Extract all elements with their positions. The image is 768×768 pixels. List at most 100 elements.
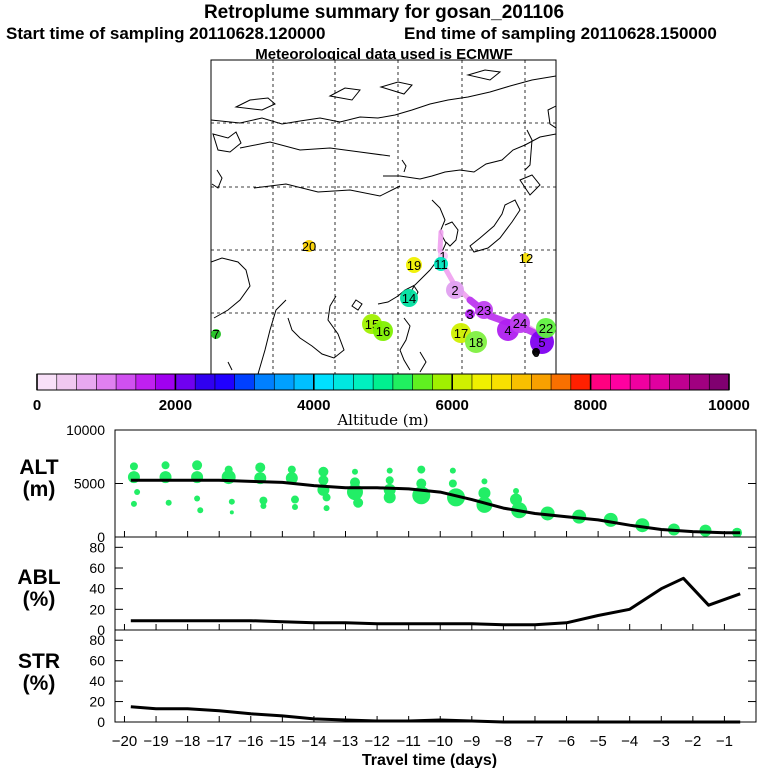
colorbar-swatch: [274, 374, 295, 390]
colorbar-swatch: [135, 374, 157, 390]
alt-series-line: [130, 478, 741, 535]
alt-scatter-point: [161, 461, 170, 470]
plume-label-11: 11: [434, 257, 448, 272]
colorbar-swatch: [630, 374, 651, 390]
alt-scatter-point: [323, 505, 330, 512]
colorbar-swatch: [96, 374, 117, 390]
str-label-name: STR: [18, 650, 60, 673]
colorbar-swatch: [175, 374, 196, 390]
alt-scatter-point: [385, 476, 394, 485]
colorbar-swatch: [234, 374, 255, 390]
abl-ytick-label: 60: [89, 560, 105, 576]
str-ytick-label: 80: [89, 632, 105, 648]
plume-dot-2: [446, 281, 464, 299]
x-tick-label: −6: [558, 733, 575, 750]
plume-label-7: 7: [212, 327, 219, 342]
plume-dot-14: [400, 289, 418, 307]
alt-ytick-label: 0: [97, 529, 105, 545]
abl-frame: [114, 536, 757, 631]
str-panel-label: STR (%): [9, 651, 69, 695]
map-gridlines: [211, 60, 556, 374]
colorbar-swatch: [195, 374, 216, 390]
x-tick-label: −12: [364, 733, 389, 750]
alt-scatter-point: [481, 478, 488, 485]
colorbar-swatch: [649, 374, 671, 390]
x-tick-label: −7: [526, 733, 543, 750]
str-frame: [114, 629, 757, 723]
abl-label-name: ABL: [17, 566, 61, 589]
alt-scatter-point: [285, 472, 298, 485]
alt-scatter-point: [194, 495, 201, 502]
colorbar-swatch: [37, 374, 58, 390]
colorbar-swatch: [353, 374, 374, 390]
str-ytick-label: 40: [89, 673, 105, 689]
plume-label-4: 4: [504, 323, 511, 338]
colorbar-swatch: [689, 374, 710, 390]
colorbar-swatch: [590, 374, 611, 390]
abl-ytick-label: 80: [89, 539, 105, 555]
alt-scatter-point: [287, 465, 296, 474]
alt-scatter-point: [130, 500, 137, 507]
alt-frame: [114, 429, 757, 538]
plume-dot-23: [475, 301, 493, 319]
plume-label-18: 18: [469, 335, 483, 350]
alt-ytick-label: 10000: [66, 422, 105, 438]
str-series-line: [130, 705, 741, 724]
alt-scatter-point: [448, 479, 457, 488]
str-ytick-label: 60: [89, 653, 105, 669]
str-panel: 80 60 40 20 0: [89, 629, 757, 730]
colorbar-tick-label: 2000: [159, 397, 192, 414]
x-tick-label: −15: [270, 733, 295, 750]
x-tick-label: −10: [428, 733, 453, 750]
colorbar-swatch: [491, 374, 512, 390]
alt-scatter-point: [449, 467, 456, 474]
abl-ytick-label: 20: [89, 601, 105, 617]
plume-dot-22: [536, 318, 556, 338]
abl-panel-label: ABL (%): [9, 567, 69, 611]
met-data-text: Meteorological data used is ECMWF: [255, 46, 513, 63]
alt-scatter-point: [291, 504, 298, 511]
x-tick-label: −11: [396, 733, 420, 750]
abl-label-unit: (%): [22, 588, 56, 611]
x-tick-label: −14: [301, 733, 326, 750]
abl-ytick-label: 0: [97, 622, 105, 638]
abl-ytick-label: 40: [89, 581, 105, 597]
abl-series-line: [130, 576, 741, 627]
abl-panel: 80 60 40 20 0: [89, 536, 757, 638]
alt-scatter-point: [513, 487, 520, 494]
alt-scatter-point: [259, 496, 268, 505]
colorbar-swatch: [254, 374, 275, 390]
x-axis: −20 −19 −18 −17 −16 −15 −14 −13 −12 −11 −10 −9 −8 −7−…: [112, 733, 733, 768]
plume-dot-6: [532, 348, 540, 356]
plume-label-24: 24: [513, 316, 527, 331]
alt-scatter-point: [229, 510, 234, 515]
colorbar-title: Altitude (m): [336, 411, 428, 429]
plume-dot-7: [211, 329, 221, 339]
alt-scatter-point: [386, 467, 393, 474]
chart-title: Retroplume summary for gosan_201106: [203, 2, 565, 23]
x-tick-label: −9: [463, 733, 480, 750]
x-tick-label: −18: [175, 733, 200, 750]
plume-label-6: 6: [532, 345, 539, 360]
plume-label-20: 20: [302, 239, 316, 254]
plume-label-22: 22: [539, 321, 553, 336]
plume-label-12: 12: [519, 251, 533, 266]
colorbar-swatch: [511, 374, 532, 390]
colorbar: 0 2000 4000 6000 8000 10000 Altitude (m): [33, 373, 750, 429]
plume-dot-18: [465, 331, 487, 353]
alt-scatter-point: [228, 498, 235, 505]
plume-label-19: 19: [407, 258, 421, 273]
str-ytick-label: 0: [97, 714, 105, 730]
x-tick-label: −3: [653, 733, 670, 750]
alt-scatter-point: [322, 493, 331, 502]
x-tick-label: −17: [206, 733, 231, 750]
plume-dot-19: [406, 257, 422, 273]
x-tick-label: −4: [621, 733, 638, 750]
plume-label-14: 14: [402, 291, 416, 306]
colorbar-swatch: [333, 374, 354, 390]
colorbar-swatch: [610, 374, 631, 390]
x-tick-label: −5: [590, 733, 607, 750]
plume-label-2: 2: [451, 283, 458, 298]
alt-scatter-point: [192, 460, 203, 471]
